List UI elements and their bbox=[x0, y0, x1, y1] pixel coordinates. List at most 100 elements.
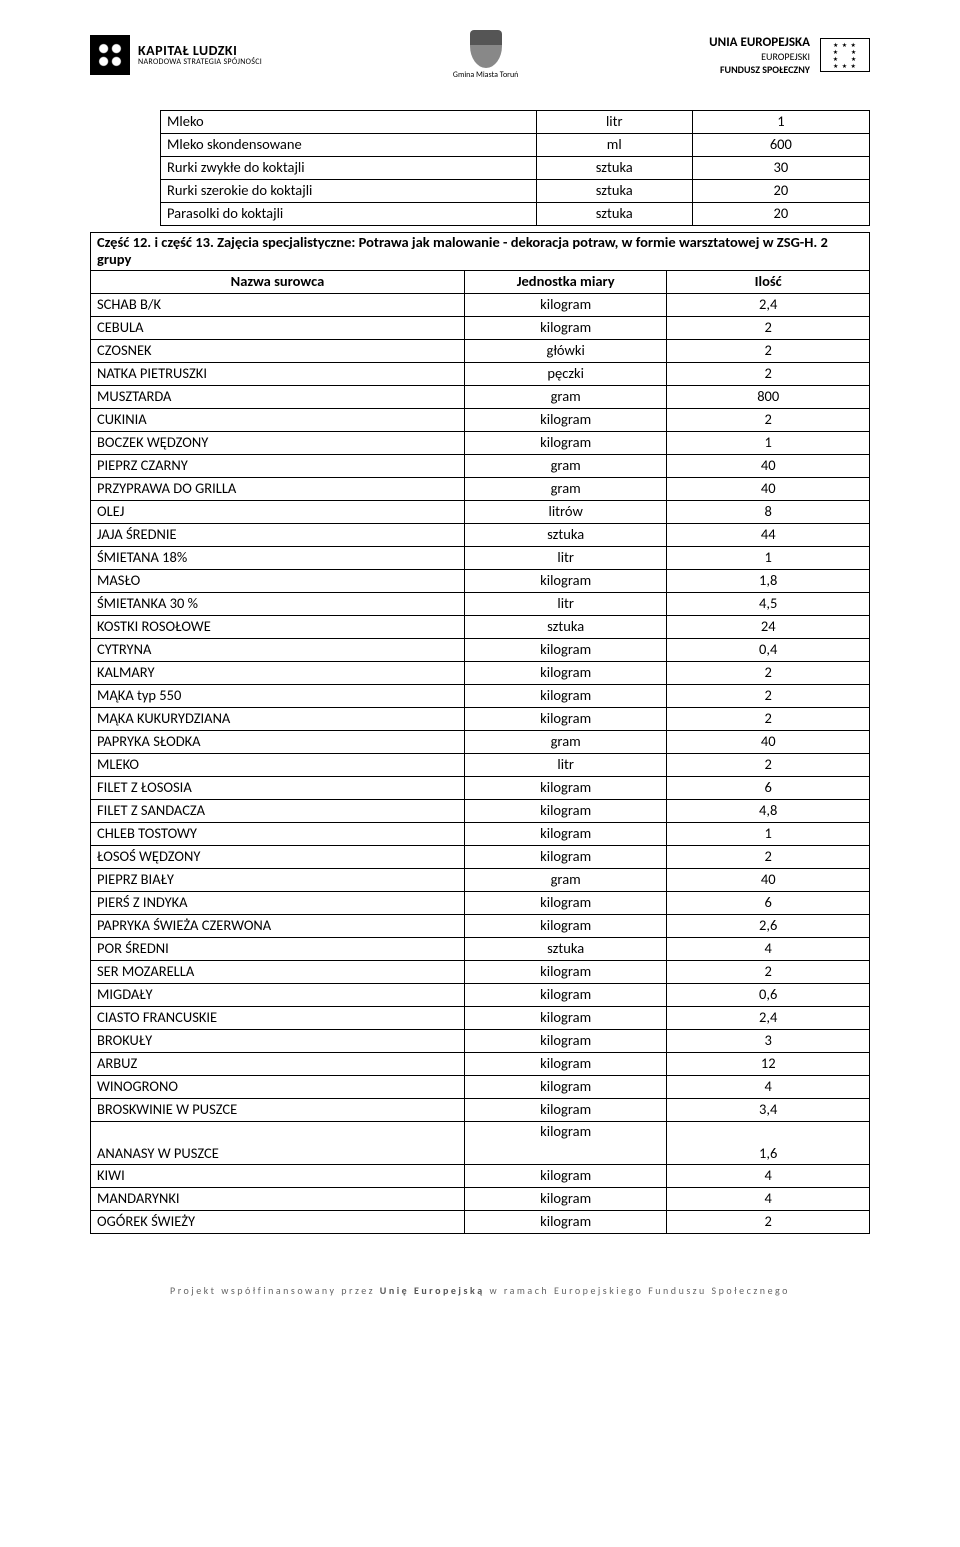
cell-qty: 2 bbox=[667, 362, 870, 385]
table-row: KALMARYkilogram2 bbox=[91, 661, 870, 684]
cell-name: PIERŚ Z INDYKA bbox=[91, 891, 465, 914]
cell-qty: 44 bbox=[667, 523, 870, 546]
cell-unit: kilogram bbox=[464, 799, 667, 822]
cell-qty: 2,6 bbox=[667, 914, 870, 937]
cell-name: WINOGRONO bbox=[91, 1075, 465, 1098]
header-qty: Ilość bbox=[667, 270, 870, 293]
table-row: ŚMIETANKA 30 %litr4,5 bbox=[91, 592, 870, 615]
cell-qty: 2,4 bbox=[667, 1006, 870, 1029]
table-row: Rurki zwykłe do koktajlisztuka30 bbox=[161, 157, 870, 180]
cell-unit: kilogram bbox=[464, 1164, 667, 1187]
table-row: PIEPRZ CZARNYgram40 bbox=[91, 454, 870, 477]
eu-line2: EUROPEJSKI bbox=[709, 50, 810, 63]
cell-qty: 2 bbox=[667, 707, 870, 730]
table-row: BROSKWINIE W PUSZCEkilogram3,4 bbox=[91, 1098, 870, 1121]
table-row: Mlekolitr1 bbox=[161, 111, 870, 134]
cell-unit: sztuka bbox=[536, 180, 692, 203]
table-row: SER MOZARELLAkilogram2 bbox=[91, 960, 870, 983]
cell-qty: 4 bbox=[667, 1187, 870, 1210]
cell-name: BOCZEK WĘDZONY bbox=[91, 431, 465, 454]
table-row: MĄKA KUKURYDZIANAkilogram2 bbox=[91, 707, 870, 730]
cell-name: MLEKO bbox=[91, 753, 465, 776]
table-row: PAPRYKA SŁODKAgram40 bbox=[91, 730, 870, 753]
table-row: OGÓREK ŚWIEŻYkilogram2 bbox=[91, 1210, 870, 1233]
table-row: CIASTO FRANCUSKIEkilogram2,4 bbox=[91, 1006, 870, 1029]
cell-qty: 1,6 bbox=[667, 1121, 870, 1164]
cell-name: FILET Z ŁOSOSIA bbox=[91, 776, 465, 799]
cell-unit: gram bbox=[464, 730, 667, 753]
cell-name: Mleko skondensowane bbox=[161, 134, 537, 157]
cell-name: POR ŚREDNI bbox=[91, 937, 465, 960]
cell-unit: sztuka bbox=[536, 157, 692, 180]
cell-qty: 1 bbox=[667, 431, 870, 454]
cell-unit: kilogram bbox=[464, 1075, 667, 1098]
cell-qty: 2 bbox=[667, 408, 870, 431]
cell-unit: kilogram bbox=[464, 408, 667, 431]
cell-name: OGÓREK ŚWIEŻY bbox=[91, 1210, 465, 1233]
cell-unit: gram bbox=[464, 454, 667, 477]
table-row: SCHAB B/Kkilogram2,4 bbox=[91, 293, 870, 316]
cell-name: JAJA ŚREDNIE bbox=[91, 523, 465, 546]
cell-unit: kilogram bbox=[464, 845, 667, 868]
cell-unit: gram bbox=[464, 868, 667, 891]
cell-name: PIEPRZ BIAŁY bbox=[91, 868, 465, 891]
cell-unit: litr bbox=[464, 592, 667, 615]
cell-name: Rurki zwykłe do koktajli bbox=[161, 157, 537, 180]
cell-unit: kilogram bbox=[464, 431, 667, 454]
cell-unit: kilogram bbox=[464, 661, 667, 684]
cell-name: KIWI bbox=[91, 1164, 465, 1187]
cell-name: CHLEB TOSTOWY bbox=[91, 822, 465, 845]
eu-flag-icon bbox=[820, 38, 870, 72]
cell-name: SER MOZARELLA bbox=[91, 960, 465, 983]
table-row: KOSTKI ROSOŁOWEsztuka24 bbox=[91, 615, 870, 638]
cell-qty: 40 bbox=[667, 454, 870, 477]
cell-qty: 2 bbox=[667, 339, 870, 362]
cell-qty: 800 bbox=[667, 385, 870, 408]
cell-unit: kilogram bbox=[464, 983, 667, 1006]
table-row: ANANASY W PUSZCEkilogram1,6 bbox=[91, 1121, 870, 1164]
cell-unit: litr bbox=[536, 111, 692, 134]
cell-name: KOSTKI ROSOŁOWE bbox=[91, 615, 465, 638]
header-unit: Jednostka miary bbox=[464, 270, 667, 293]
table-row: BOCZEK WĘDZONYkilogram1 bbox=[91, 431, 870, 454]
table-row: MUSZTARDAgram800 bbox=[91, 385, 870, 408]
cell-unit: kilogram bbox=[464, 891, 667, 914]
kapital-ludzki-text: KAPITAŁ LUDZKI NARODOWA STRATEGIA SPÓJNO… bbox=[138, 43, 262, 67]
cell-unit: gram bbox=[464, 477, 667, 500]
cell-unit: kilogram bbox=[464, 316, 667, 339]
footer: Projekt współfinansowany przez Unię Euro… bbox=[90, 1284, 870, 1297]
cell-name: KALMARY bbox=[91, 661, 465, 684]
table-row: FILET Z ŁOSOSIAkilogram6 bbox=[91, 776, 870, 799]
cell-unit: sztuka bbox=[536, 203, 692, 226]
table-row: CZOSNEKgłówki2 bbox=[91, 339, 870, 362]
footer-suffix: w ramach Europejskiego Funduszu Społeczn… bbox=[485, 1284, 790, 1297]
table-row: ŚMIETANA 18%litr1 bbox=[91, 546, 870, 569]
cell-name: PRZYPRAWA DO GRILLA bbox=[91, 477, 465, 500]
kl-line1: KAPITAŁ LUDZKI bbox=[138, 43, 262, 58]
table-row: BROKUŁYkilogram3 bbox=[91, 1029, 870, 1052]
table-row: CHLEB TOSTOWYkilogram1 bbox=[91, 822, 870, 845]
cell-name: ŁOSOŚ WĘDZONY bbox=[91, 845, 465, 868]
cell-unit: kilogram bbox=[464, 1029, 667, 1052]
cell-qty: 40 bbox=[667, 868, 870, 891]
cell-name: MASŁO bbox=[91, 569, 465, 592]
cell-unit: kilogram bbox=[464, 1187, 667, 1210]
cell-unit: kilogram bbox=[464, 638, 667, 661]
kapital-ludzki-icon bbox=[90, 35, 130, 75]
cell-name: MUSZTARDA bbox=[91, 385, 465, 408]
cell-name: PAPRYKA SŁODKA bbox=[91, 730, 465, 753]
cell-unit: kilogram bbox=[464, 684, 667, 707]
cell-qty: 4 bbox=[667, 1164, 870, 1187]
page: KAPITAŁ LUDZKI NARODOWA STRATEGIA SPÓJNO… bbox=[0, 0, 960, 1327]
table-row: POR ŚREDNIsztuka4 bbox=[91, 937, 870, 960]
table-row: CEBULAkilogram2 bbox=[91, 316, 870, 339]
table-row: PIEPRZ BIAŁYgram40 bbox=[91, 868, 870, 891]
cell-unit: kilogram bbox=[464, 914, 667, 937]
table-row: Rurki szerokie do koktajlisztuka20 bbox=[161, 180, 870, 203]
cell-name: CZOSNEK bbox=[91, 339, 465, 362]
cell-qty: 24 bbox=[667, 615, 870, 638]
cell-name: CIASTO FRANCUSKIE bbox=[91, 1006, 465, 1029]
cell-unit: pęczki bbox=[464, 362, 667, 385]
cell-unit: kilogram bbox=[464, 1052, 667, 1075]
header-logos: KAPITAŁ LUDZKI NARODOWA STRATEGIA SPÓJNO… bbox=[90, 30, 870, 80]
